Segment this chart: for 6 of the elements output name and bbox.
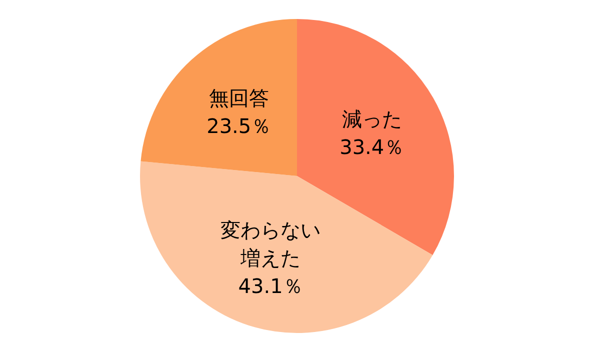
slice-label: 変わらない増えた	[220, 218, 321, 270]
data-label: 43.1％	[238, 274, 303, 298]
data-label: 23.5％	[206, 114, 272, 138]
data-label: 33.4％	[340, 134, 404, 159]
slice-label: 減った	[342, 106, 402, 131]
slice-label: 無回答	[208, 86, 269, 110]
